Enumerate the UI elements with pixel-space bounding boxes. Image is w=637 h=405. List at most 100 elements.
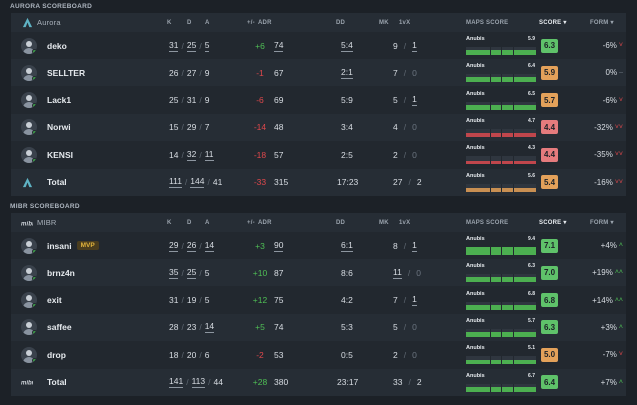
player-name[interactable]: saffee — [47, 322, 72, 333]
player-name[interactable]: KENSI — [47, 149, 73, 160]
player-row[interactable]: drop 18/20/6 -2 53 0:5 2/0 Anubis 5.1 5.0 -7% ˅ — [11, 341, 626, 368]
player-avatar[interactable] — [21, 146, 37, 163]
player-name[interactable]: drop — [47, 349, 66, 360]
player-row[interactable]: insani MVP 29/26/14 +3 90 6:1 8/1 Anubis 9.4 7.1 +… — [11, 232, 626, 259]
form-cell: -7% ˅ — [587, 341, 623, 368]
player-name[interactable]: brnz4n — [47, 267, 75, 278]
trend-flat-icon: – — [619, 69, 623, 77]
player-row[interactable]: Lack1 25/31/9 -6 69 5:9 5/1 Anubis 6.5 5.7 -6% ˅ — [11, 87, 626, 114]
player-name[interactable]: Norwi — [47, 122, 71, 133]
col-a-header[interactable]: A — [205, 19, 210, 26]
maps-score-cell[interactable]: Anubis 4.3 — [466, 141, 536, 168]
maps-score-cell[interactable]: Anubis 5.7 — [466, 314, 536, 341]
player-row[interactable]: brnz4n 35/25/5 +10 87 8:6 11/0 Anubis 6.3 7.0 +19… — [11, 259, 626, 287]
player-avatar[interactable] — [21, 264, 37, 281]
maps-score-cell[interactable]: Anubis 6.3 — [466, 259, 536, 286]
col-form-header[interactable]: FORM ▾ — [590, 13, 614, 32]
mibr-logo-icon: mibr — [21, 376, 33, 388]
col-score-header[interactable]: SCORE ▾ — [539, 213, 567, 232]
mk-cell: 5 / 0 — [393, 314, 417, 341]
map-name: Anubis — [466, 372, 485, 379]
player-row[interactable]: saffee 28/23/14 +5 74 5:3 5/0 Anubis 5.7 6.3 +3% ˄ — [11, 313, 626, 341]
col-dd-header[interactable]: DD — [336, 19, 346, 26]
player-name-cell: insani MVP — [47, 232, 99, 259]
col-maps-score-header[interactable]: MAPS SCORE — [466, 19, 509, 26]
score-badge: 4.4 — [541, 147, 558, 162]
avatar-body — [23, 102, 35, 109]
form-cell: -16% ˅˅ — [587, 169, 623, 196]
col-adr-header[interactable]: ADR — [258, 19, 272, 26]
separator: / — [199, 349, 202, 360]
map-score-bar — [466, 156, 536, 165]
maps-score-cell[interactable]: Anubis 6.7 — [466, 369, 536, 396]
maps-score-cell[interactable]: Anubis 4.7 — [466, 114, 536, 141]
team-name: Aurora — [37, 18, 61, 27]
player-name[interactable]: insani — [47, 240, 72, 251]
plus-minus-cell: -2 — [249, 341, 271, 368]
kills-value: 111 — [169, 176, 182, 188]
maps-score-cell[interactable]: Anubis 6.5 — [466, 87, 536, 114]
player-row[interactable]: SELLTER 26/27/9 -1 67 2:1 7/0 Anubis 6.4 5.9 0% – — [11, 59, 626, 87]
map-name: Anubis — [466, 172, 485, 179]
player-name-cell: drop — [47, 341, 66, 368]
separator: / — [403, 67, 407, 78]
col-clutch-header[interactable]: 1vX — [399, 219, 411, 226]
col-d-header[interactable]: D — [187, 19, 192, 26]
col-mk-header[interactable]: MK — [379, 19, 389, 26]
col-d-header[interactable]: D — [187, 219, 192, 226]
col-form-header[interactable]: FORM ▾ — [590, 213, 614, 232]
player-name[interactable]: exit — [47, 295, 62, 306]
separator: / — [181, 322, 184, 333]
player-name[interactable]: Lack1 — [47, 95, 72, 106]
avatar-cell — [21, 114, 37, 141]
maps-score-cell[interactable]: Anubis 5.1 — [466, 341, 536, 368]
player-avatar[interactable] — [21, 92, 37, 109]
avatar-cell — [21, 341, 37, 368]
col-score-header[interactable]: SCORE ▾ — [539, 13, 567, 32]
maps-score-cell[interactable]: Anubis 5.6 — [466, 169, 536, 196]
player-row[interactable]: Norwi 15/29/7 -14 48 3:4 4/0 Anubis 4.7 4.4 -32% ˅… — [11, 113, 626, 141]
bar-tick — [490, 74, 491, 83]
player-avatar[interactable] — [21, 37, 37, 54]
col-maps-score-header[interactable]: MAPS SCORE — [466, 219, 509, 226]
plus-minus-value: +28 — [252, 377, 268, 387]
maps-score-cell[interactable]: Anubis 9.4 — [466, 232, 536, 259]
plus-minus-cell: -33 — [249, 169, 271, 196]
player-name[interactable]: SELLTER — [47, 67, 86, 78]
player-avatar[interactable] — [21, 292, 37, 309]
col-a-header[interactable]: A — [205, 219, 210, 226]
player-avatar[interactable] — [21, 237, 37, 254]
deaths-value: 19 — [186, 295, 197, 306]
form-value: +7% — [600, 377, 617, 387]
col-k-header[interactable]: K — [167, 19, 172, 26]
col-plus-minus-header[interactable]: +/- — [247, 219, 255, 226]
col-mk-header[interactable]: MK — [379, 219, 389, 226]
col-k-header[interactable]: K — [167, 219, 172, 226]
score-badge: 7.1 — [541, 238, 558, 253]
col-plus-minus-header[interactable]: +/- — [247, 19, 255, 26]
map-score-bar — [466, 301, 536, 310]
total-row: Total 111/144/41 -33 315 17:23 27/2 Anubis 5.6 5… — [11, 168, 626, 196]
player-avatar[interactable] — [21, 119, 37, 136]
kda-cell: 29/26/14 — [169, 232, 215, 259]
col-dd-header[interactable]: DD — [336, 219, 346, 226]
assists-value: 5 — [204, 267, 210, 278]
player-name[interactable]: deko — [47, 40, 67, 51]
player-avatar[interactable] — [21, 346, 37, 363]
maps-score-cell[interactable]: Anubis 5.9 — [466, 32, 536, 59]
player-avatar[interactable] — [21, 319, 37, 336]
form-value: -6% — [602, 95, 617, 105]
maps-score-cell[interactable]: Anubis 6.8 — [466, 287, 536, 314]
avatar-body — [23, 74, 35, 81]
col-adr-header[interactable]: ADR — [258, 219, 272, 226]
avatar-body — [23, 329, 35, 336]
player-row[interactable]: KENSI 14/32/11 -18 57 2:5 2/0 Anubis 4.3 4.4 -35%… — [11, 141, 626, 168]
player-row[interactable]: exit 31/19/5 +12 75 4:2 7/1 Anubis 6.8 6.8 +14% ˄˄ — [11, 287, 626, 314]
player-row[interactable]: deko 31/25/5 +6 74 5:4 9/1 Anubis 5.9 6.3 -6% ˅ — [11, 32, 626, 59]
col-clutch-header[interactable]: 1vX — [399, 19, 411, 26]
mibr-section-title: MIBR SCOREBOARD — [10, 203, 80, 210]
total-row: mibr Total 141/113/44 +28 380 23:17 33/2 Anubis… — [11, 368, 626, 396]
maps-score-cell[interactable]: Anubis 6.4 — [466, 59, 536, 86]
map-score-bar — [466, 183, 536, 192]
player-avatar[interactable] — [21, 64, 37, 81]
